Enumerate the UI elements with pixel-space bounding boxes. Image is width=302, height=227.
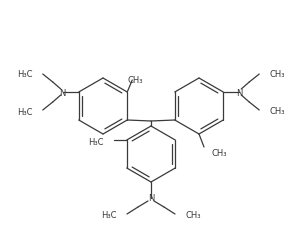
Text: H₃C: H₃C [17, 107, 33, 116]
Text: CH₃: CH₃ [212, 148, 227, 157]
Text: N: N [148, 194, 154, 203]
Text: N: N [59, 88, 66, 97]
Text: N: N [236, 88, 243, 97]
Text: H₃C: H₃C [101, 211, 117, 220]
Text: H₃C: H₃C [17, 69, 33, 78]
Text: CH₃: CH₃ [269, 69, 285, 78]
Text: H₃C: H₃C [88, 137, 104, 146]
Text: CH₃: CH₃ [127, 76, 143, 85]
Text: CH₃: CH₃ [269, 107, 285, 116]
Text: CH₃: CH₃ [185, 211, 201, 220]
